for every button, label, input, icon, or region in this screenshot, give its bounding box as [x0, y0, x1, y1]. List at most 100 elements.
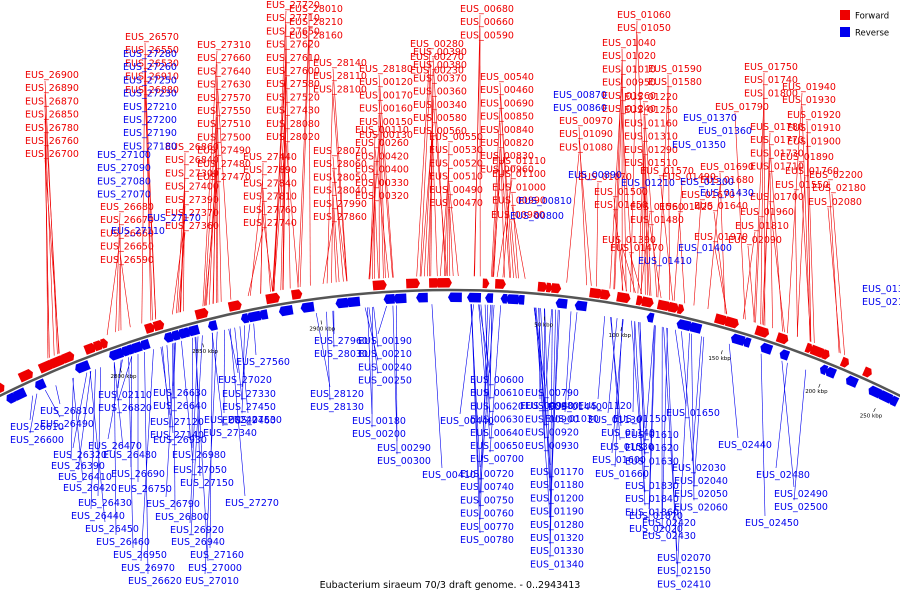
leader-line — [141, 56, 146, 324]
reverse-gene — [12, 387, 28, 401]
forward-gene-label: EUS_27640 — [197, 66, 251, 77]
leader-line — [459, 304, 474, 415]
forward-gene-label: EUS_01040 — [602, 38, 656, 49]
forward-gene-label: EUS_28140 — [313, 58, 367, 69]
leader-line — [377, 305, 387, 335]
scale-tick-label: 100 kbp — [609, 333, 632, 339]
leader-line — [308, 14, 311, 286]
leader-line — [332, 170, 348, 282]
leader-line — [364, 307, 379, 361]
reverse-gene-label: EUS_00620 — [470, 401, 524, 412]
reverse-gene-label: EUS_00900 — [525, 414, 579, 425]
forward-gene-label: EUS_27610 — [266, 53, 320, 64]
reverse-gene-label: EUS_01280 — [530, 520, 584, 531]
reverse-gene-label: EUS_02410 — [657, 579, 711, 590]
reverse-gene-label: EUS_01380 — [862, 284, 900, 295]
leader-line — [119, 252, 131, 328]
leader-line — [115, 212, 121, 333]
reverse-gene-label: EUS_27020 — [218, 375, 272, 386]
forward-gene-label: EUS_02090 — [728, 235, 782, 246]
leader-line — [202, 50, 218, 307]
forward-gene-label: EUS_27370 — [165, 208, 219, 219]
reverse-gene-label: EUS_01210 — [621, 178, 675, 189]
reverse-gene-label: EUS_00210 — [358, 349, 412, 360]
reverse-gene-label: EUS_02500 — [774, 502, 828, 513]
forward-gene — [372, 280, 387, 291]
leader-line — [510, 220, 517, 279]
leader-line — [643, 168, 646, 295]
forward-gene — [616, 291, 631, 304]
forward-gene-label: EUS_26680 — [100, 202, 154, 213]
leader-line — [140, 349, 154, 562]
forward-gene-label: EUS_00260 — [355, 138, 409, 149]
leader-line — [247, 228, 264, 297]
forward-gene-label: EUS_01290 — [624, 145, 678, 156]
forward-gene-label: EUS_01730 — [750, 148, 804, 159]
forward-gene — [821, 349, 830, 360]
reverse-gene-label: EUS_27180 — [123, 141, 177, 152]
reverse-gene — [646, 312, 655, 323]
reverse-gene-label: EUS_01340 — [530, 559, 584, 570]
reverse-gene-label: EUS_00940 — [520, 401, 574, 412]
reverse-gene-label: EUS_01660 — [595, 469, 649, 480]
leader-line — [644, 325, 655, 442]
leader-line — [613, 211, 627, 292]
forward-gene-label: EUS_26530 — [125, 58, 179, 69]
forward-gene-label: EUS_00540 — [480, 72, 534, 83]
forward-gene — [291, 289, 303, 300]
leader-line — [204, 331, 218, 575]
leader-line — [272, 103, 287, 292]
reverse-gene-label: EUS_01630 — [625, 456, 679, 467]
reverse-gene — [825, 366, 837, 379]
forward-gene-label: EUS_00820 — [480, 138, 534, 149]
reverse-gene — [393, 293, 407, 304]
reverse-gene-label: EUS_27080 — [97, 176, 151, 187]
reverse-gene-label: EUS_00870 — [553, 90, 607, 101]
forward-gene-label: EUS_27660 — [197, 53, 251, 64]
reverse-gene-label: EUS_00750 — [460, 495, 514, 506]
forward-gene-label: EUS_28050 — [313, 172, 367, 183]
reverse-gene-label: EUS_02120 — [862, 297, 900, 308]
forward-gene — [406, 278, 420, 289]
reverse-gene-label: EUS_26930 — [153, 435, 207, 446]
leader-line — [282, 116, 287, 290]
forward-gene-label: EUS_27400 — [165, 182, 219, 193]
forward-gene-label: EUS_27890 — [243, 165, 297, 176]
forward-gene-label: EUS_27710 — [266, 13, 320, 24]
leader-line — [44, 160, 60, 354]
forward-gene-label: EUS_01680 — [700, 175, 754, 186]
forward-gene-label: EUS_27740 — [243, 218, 297, 229]
leader-line — [332, 310, 335, 348]
reverse-gene-label: EUS_27160 — [190, 550, 244, 561]
reverse-gene-label: EUS_01440 — [548, 402, 602, 413]
leader-line — [643, 129, 652, 296]
leader-line — [431, 304, 443, 469]
forward-gene-track — [0, 278, 872, 394]
leader-line — [713, 242, 728, 315]
forward-gene-label: EUS_00390 — [413, 47, 467, 58]
reverse-gene-label: EUS_01650 — [666, 408, 720, 419]
forward-gene-label: EUS_28160 — [289, 30, 343, 41]
leader-line — [72, 372, 88, 449]
leader-line — [728, 343, 739, 439]
leader-line — [107, 359, 123, 440]
leader-line — [492, 175, 501, 277]
forward-gene-label: EUS_26780 — [25, 123, 79, 134]
leader-line — [747, 245, 755, 323]
scale-tick-label: 250 kbp — [860, 413, 883, 419]
reverse-gene-label: EUS_01870 — [629, 511, 683, 522]
reverse-gene-label: EUS_27050 — [173, 465, 227, 476]
forward-gene-label: EUS_01160 — [624, 118, 678, 129]
leader-line — [827, 207, 841, 354]
reverse-gene-label: EUS_00630 — [470, 415, 524, 426]
reverse-gene-label: EUS_26430 — [78, 498, 132, 509]
reverse-gene-label: EUS_26600 — [10, 435, 64, 446]
leader-line — [621, 114, 635, 293]
forward-gene — [495, 279, 506, 289]
leader-line — [285, 37, 291, 289]
forward-gene-label: EUS_26900 — [25, 70, 79, 81]
forward-gene-label: EUS_00950 — [602, 78, 656, 89]
forward-gene-label: EUS_27390 — [165, 195, 219, 206]
reverse-gene-label: EUS_26820 — [98, 403, 152, 414]
